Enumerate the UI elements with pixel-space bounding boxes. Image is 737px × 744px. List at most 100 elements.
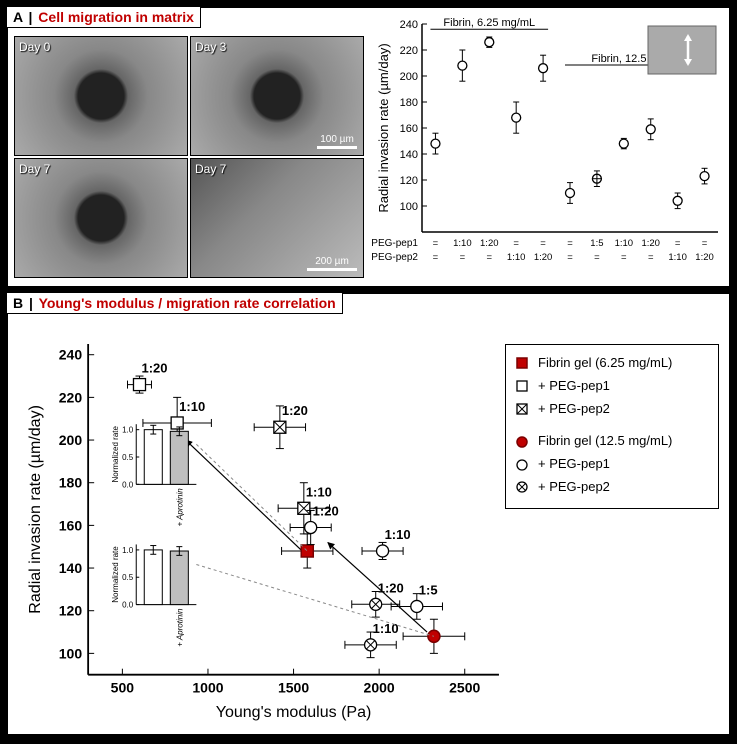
svg-text:=: = bbox=[648, 252, 654, 263]
svg-text:0.5: 0.5 bbox=[122, 453, 134, 462]
legend-item: + PEG-pep1 bbox=[512, 454, 712, 475]
micrograph-label: Day 7 bbox=[19, 162, 50, 176]
svg-text:PEG-pep1: PEG-pep1 bbox=[372, 238, 418, 249]
svg-text:500: 500 bbox=[111, 680, 135, 696]
figure: A | Cell migration in matrix Day 0 Day 3… bbox=[0, 0, 737, 744]
svg-text:0.5: 0.5 bbox=[122, 573, 134, 582]
legend-label: + PEG-pep2 bbox=[538, 477, 610, 498]
legend-label: Fibrin gel (6.25 mg/mL) bbox=[538, 353, 672, 374]
svg-text:200: 200 bbox=[59, 432, 83, 448]
svg-text:=: = bbox=[486, 252, 492, 263]
svg-text:160: 160 bbox=[400, 123, 418, 135]
svg-text:1:20: 1:20 bbox=[313, 503, 339, 518]
svg-text:1:10: 1:10 bbox=[668, 252, 687, 263]
micrograph-day7: Day 7 bbox=[14, 158, 188, 278]
svg-text:1500: 1500 bbox=[278, 680, 309, 696]
svg-text:=: = bbox=[460, 252, 466, 263]
svg-text:Young's modulus (Pa): Young's modulus (Pa) bbox=[216, 703, 372, 721]
svg-text:1:20: 1:20 bbox=[641, 238, 660, 249]
legend-label: Fibrin gel (12.5 mg/mL) bbox=[538, 431, 672, 452]
scalebar-text: 200 µm bbox=[315, 256, 349, 267]
svg-text:120: 120 bbox=[400, 175, 418, 187]
svg-text:=: = bbox=[621, 252, 627, 263]
svg-text:0.0: 0.0 bbox=[122, 480, 134, 489]
svg-text:2500: 2500 bbox=[449, 680, 480, 696]
svg-text:=: = bbox=[513, 238, 519, 249]
svg-text:220: 220 bbox=[59, 389, 83, 405]
svg-text:=: = bbox=[702, 238, 708, 249]
legend-item: Fibrin gel (12.5 mg/mL) bbox=[512, 431, 712, 452]
svg-text:Normalized rate: Normalized rate bbox=[111, 425, 120, 482]
svg-text:1000: 1000 bbox=[192, 680, 223, 696]
svg-text:=: = bbox=[433, 252, 439, 263]
legend-item: + PEG-pep2 bbox=[512, 399, 712, 420]
svg-text:1:10: 1:10 bbox=[507, 252, 526, 263]
svg-text:Radial invasion rate (µm/day): Radial invasion rate (µm/day) bbox=[26, 405, 44, 614]
svg-text:160: 160 bbox=[59, 517, 83, 533]
panel-b-letter: B bbox=[13, 295, 23, 311]
svg-text:=: = bbox=[567, 238, 573, 249]
svg-text:+ Aprotinin: + Aprotinin bbox=[175, 608, 184, 647]
panel-a-sep: | bbox=[28, 9, 32, 25]
svg-text:PEG-pep2: PEG-pep2 bbox=[372, 252, 418, 263]
micrographs-grid: Day 0 Day 3 100 µm Day 7 Day 7 200 µm bbox=[14, 36, 364, 278]
svg-text:180: 180 bbox=[59, 475, 83, 491]
svg-text:220: 220 bbox=[400, 45, 418, 57]
svg-text:1:10: 1:10 bbox=[373, 621, 399, 636]
svg-text:1:20: 1:20 bbox=[480, 238, 499, 249]
legend-item: + PEG-pep1 bbox=[512, 376, 712, 397]
svg-text:=: = bbox=[540, 238, 546, 249]
legend-label: + PEG-pep1 bbox=[538, 454, 610, 475]
svg-text:1.0: 1.0 bbox=[122, 546, 134, 555]
svg-text:140: 140 bbox=[59, 560, 83, 576]
svg-text:=: = bbox=[594, 252, 600, 263]
legend-item: + PEG-pep2 bbox=[512, 477, 712, 498]
panel-b-title: Young's modulus / migration rate correla… bbox=[39, 295, 336, 311]
svg-text:Radial invasion rate (µm/day): Radial invasion rate (µm/day) bbox=[376, 43, 391, 212]
svg-text:1:5: 1:5 bbox=[590, 238, 603, 249]
svg-text:1:10: 1:10 bbox=[385, 527, 411, 542]
svg-text:240: 240 bbox=[400, 19, 418, 31]
svg-text:1.0: 1.0 bbox=[122, 426, 134, 435]
svg-text:1:20: 1:20 bbox=[378, 580, 404, 595]
micrograph-day0: Day 0 bbox=[14, 36, 188, 156]
micrograph-day7-zoom: Day 7 200 µm bbox=[190, 158, 364, 278]
svg-text:1:10: 1:10 bbox=[453, 238, 472, 249]
svg-text:100: 100 bbox=[400, 201, 418, 213]
scalebar-text: 100 µm bbox=[320, 134, 354, 145]
panel-a: A | Cell migration in matrix Day 0 Day 3… bbox=[6, 6, 731, 288]
legend-label: + PEG-pep2 bbox=[538, 399, 610, 420]
svg-text:200: 200 bbox=[400, 71, 418, 83]
chart-b-svg: 500 1000 1500 2000 2500 100 120 140 160 180 200 220… bbox=[18, 324, 509, 725]
chart-a-svg: 100120140160180200220240Radial invasion … bbox=[372, 14, 724, 280]
svg-text:=: = bbox=[675, 238, 681, 249]
svg-text:2000: 2000 bbox=[364, 680, 395, 696]
svg-text:0.0: 0.0 bbox=[122, 601, 134, 610]
panel-b: B | Young's modulus / migration rate cor… bbox=[6, 292, 731, 736]
svg-text:1:20: 1:20 bbox=[282, 403, 308, 418]
svg-text:=: = bbox=[567, 252, 573, 263]
svg-text:=: = bbox=[433, 238, 439, 249]
panel-b-sep: | bbox=[29, 295, 33, 311]
scalebar-icon: 200 µm bbox=[307, 256, 357, 271]
svg-text:1:20: 1:20 bbox=[695, 252, 714, 263]
micrograph-label: Day 7 bbox=[195, 162, 226, 176]
legend-label: + PEG-pep1 bbox=[538, 376, 610, 397]
scalebar-icon: 100 µm bbox=[317, 134, 357, 149]
svg-text:1:20: 1:20 bbox=[534, 252, 553, 263]
legend-item: Fibrin gel (6.25 mg/mL) bbox=[512, 353, 712, 374]
legend-b: Fibrin gel (6.25 mg/mL)+ PEG-pep1+ PEG-p… bbox=[505, 344, 719, 509]
svg-text:1:20: 1:20 bbox=[141, 361, 167, 376]
panel-a-letter: A bbox=[13, 9, 23, 25]
svg-text:120: 120 bbox=[59, 603, 83, 619]
svg-text:240: 240 bbox=[59, 347, 83, 363]
svg-text:1:10: 1:10 bbox=[306, 484, 332, 499]
svg-text:Normalized rate: Normalized rate bbox=[111, 546, 120, 603]
panel-a-title: Cell migration in matrix bbox=[38, 9, 194, 25]
panel-a-label: A | Cell migration in matrix bbox=[6, 6, 201, 28]
svg-text:1:10: 1:10 bbox=[179, 399, 205, 414]
svg-text:1:10: 1:10 bbox=[615, 238, 634, 249]
panel-b-label: B | Young's modulus / migration rate cor… bbox=[6, 292, 343, 314]
svg-text:100: 100 bbox=[59, 645, 83, 661]
svg-text:180: 180 bbox=[400, 97, 418, 109]
